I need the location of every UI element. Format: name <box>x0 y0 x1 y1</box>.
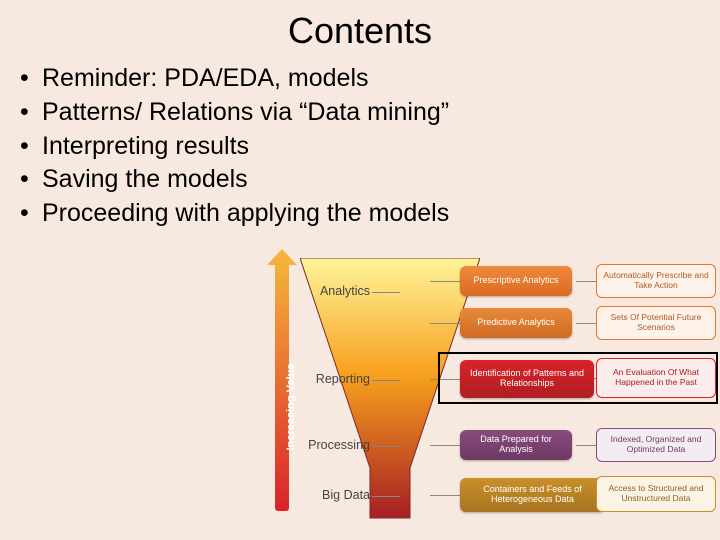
connector-line <box>576 323 596 324</box>
analytics-funnel-diagram: Increasing Value Analytics Reporting Proce… <box>240 248 720 538</box>
stage-pill: Containers and Feeds of Heterogeneous Da… <box>460 478 605 512</box>
connector-line <box>576 281 596 282</box>
row-label: Reporting <box>300 372 370 386</box>
row-label: Processing <box>300 438 370 452</box>
highlight-box <box>438 352 718 404</box>
description-box: Automatically Prescribe and Take Action <box>596 264 716 298</box>
description-box: Sets Of Potential Future Scenarios <box>596 306 716 340</box>
bullet-item: Interpreting results <box>14 130 706 164</box>
connector-line <box>372 292 400 293</box>
slide-title: Contents <box>0 0 720 52</box>
connector-line <box>430 323 460 324</box>
connector-line <box>372 496 400 497</box>
description-box: Access to Structured and Unstructured Da… <box>596 476 716 512</box>
stage-pill: Prescriptive Analytics <box>460 266 572 296</box>
stage-pill: Data Prepared for Analysis <box>460 430 572 460</box>
connector-line <box>372 380 400 381</box>
bullet-item: Reminder: PDA/EDA, models <box>14 62 706 96</box>
connector-line <box>430 281 460 282</box>
connector-line <box>430 445 460 446</box>
bullet-item: Proceeding with applying the models <box>14 197 706 231</box>
bullet-item: Patterns/ Relations via “Data mining” <box>14 96 706 130</box>
bullet-item: Saving the models <box>14 163 706 197</box>
row-label: Analytics <box>300 284 370 298</box>
slide: Contents Reminder: PDA/EDA, models Patte… <box>0 0 720 540</box>
stage-pill: Predictive Analytics <box>460 308 572 338</box>
value-axis-arrow: Increasing Value <box>273 251 291 511</box>
connector-line <box>576 445 596 446</box>
row-label: Big Data <box>300 488 370 502</box>
bullet-list: Reminder: PDA/EDA, models Patterns/ Rela… <box>0 52 720 231</box>
connector-line <box>372 446 400 447</box>
value-axis-label: Increasing Value <box>285 337 297 477</box>
description-box: Indexed, Organized and Optimized Data <box>596 428 716 462</box>
connector-line <box>430 495 460 496</box>
